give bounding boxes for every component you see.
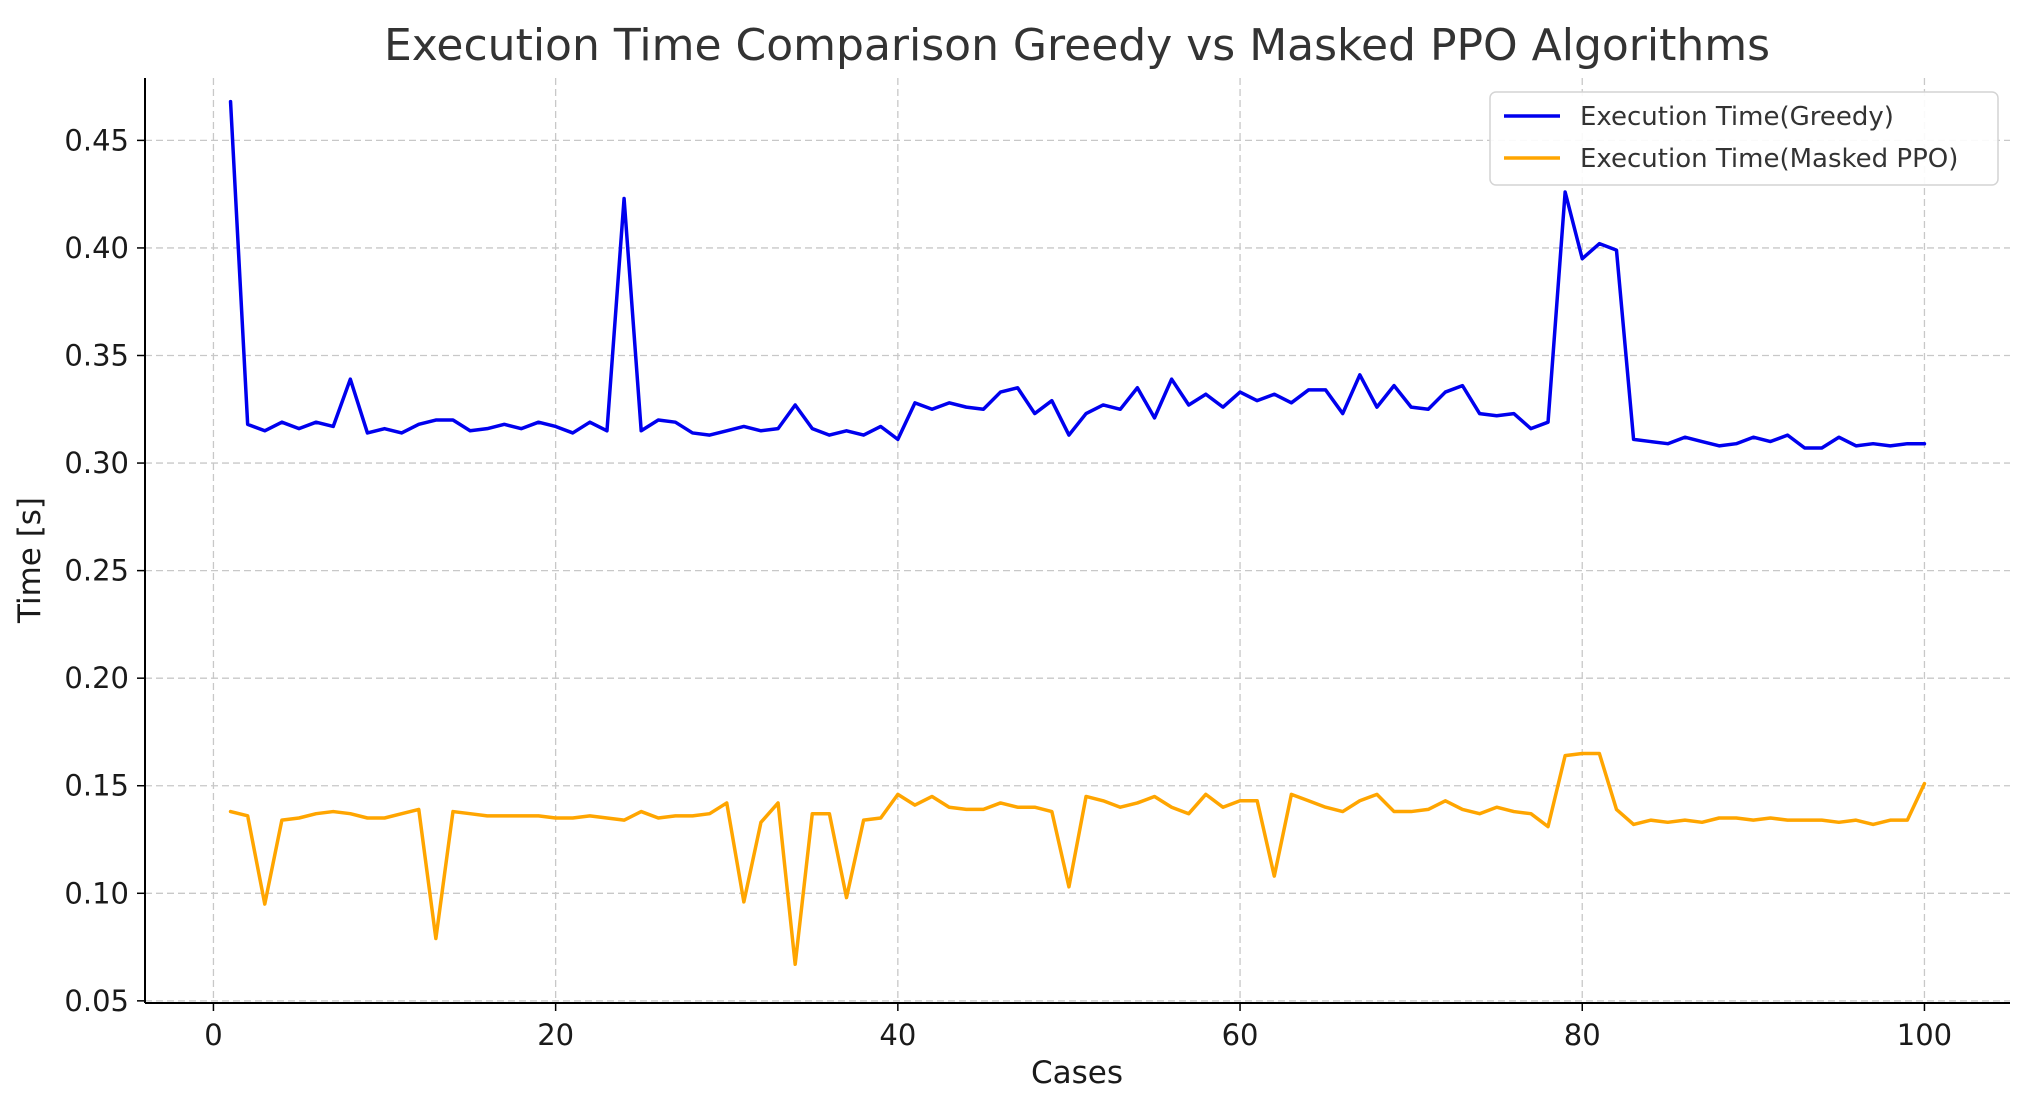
tick-labels: 0 20 40 60 80 100 0.05 0.10 0.15 0.20 0.25 0.30 0.35… bbox=[64, 123, 1952, 1052]
axes bbox=[137, 78, 2010, 1011]
chart-title: Execution Time Comparison Greedy vs Mask… bbox=[384, 20, 1770, 71]
x-tick-label: 20 bbox=[537, 1018, 574, 1052]
legend-label-masked-ppo: Execution Time(Masked PPO) bbox=[1580, 144, 1958, 174]
y-tick-label: 0.35 bbox=[64, 339, 129, 373]
y-tick-label: 0.45 bbox=[64, 123, 129, 157]
series-line-greedy bbox=[228, 99, 1927, 450]
legend-box bbox=[1489, 91, 1999, 186]
legend-label-greedy: Execution Time(Greedy) bbox=[1580, 102, 1894, 132]
y-tick-label: 0.10 bbox=[64, 876, 129, 910]
x-tick-label: 80 bbox=[1564, 1018, 1601, 1052]
y-tick-label: 0.30 bbox=[64, 446, 129, 480]
x-axis-label: Cases bbox=[1031, 1055, 1123, 1091]
y-tick-label: 0.05 bbox=[64, 984, 129, 1018]
y-tick-label: 0.20 bbox=[64, 661, 129, 695]
y-axis-label: Time [s] bbox=[12, 497, 48, 624]
y-tick-label: 0.15 bbox=[64, 769, 129, 803]
series-line-masked-ppo bbox=[228, 751, 1927, 967]
x-tick-label: 100 bbox=[1897, 1018, 1952, 1052]
x-tick-label: 0 bbox=[204, 1018, 222, 1052]
y-tick-label: 0.40 bbox=[64, 231, 129, 265]
y-tick-label: 0.25 bbox=[64, 554, 129, 588]
gridlines bbox=[145, 78, 2010, 1003]
legend: Execution Time(Greedy) Execution Time(Ma… bbox=[1489, 91, 1999, 186]
x-tick-label: 60 bbox=[1222, 1018, 1259, 1052]
x-tick-label: 40 bbox=[879, 1018, 916, 1052]
series-lines bbox=[228, 99, 1927, 967]
